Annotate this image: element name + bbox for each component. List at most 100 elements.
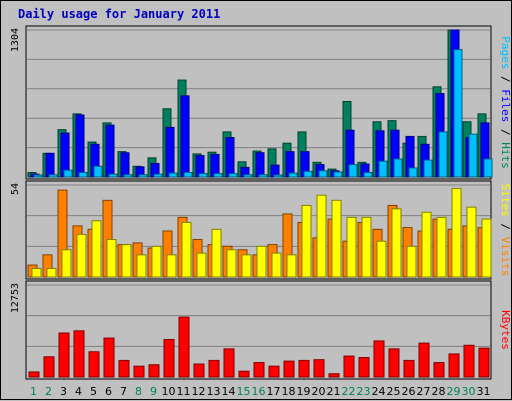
day-label-31: 31 <box>477 385 491 398</box>
day-label-20: 20 <box>312 385 326 398</box>
bar-hits-pages-day-20 <box>318 170 328 178</box>
bar-hits-pages-day-10 <box>168 172 178 178</box>
bar-visits-sites-day-27 <box>421 211 432 278</box>
bar-kbytes-kbytes-day-26 <box>403 359 415 378</box>
bar-visits-sites-day-10 <box>166 254 177 278</box>
bar-hits-files-day-11 <box>180 95 190 178</box>
day-label-7: 7 <box>120 385 127 398</box>
bar-hits-pages-day-30 <box>468 133 478 178</box>
y-max-label-visits: 54 <box>10 183 21 195</box>
bar-kbytes-kbytes-day-29 <box>448 353 460 378</box>
legend-item-kbytes: KBytes <box>499 310 512 350</box>
chart-title: Daily usage for January 2011 <box>18 7 221 21</box>
bar-visits-sites-day-4 <box>76 233 87 278</box>
bar-kbytes-kbytes-day-19 <box>298 359 310 378</box>
bar-visits-sites-day-15 <box>241 254 252 278</box>
bar-hits-files-day-10 <box>165 126 175 178</box>
bar-kbytes-kbytes-day-21 <box>328 373 340 378</box>
bar-visits-sites-day-12 <box>196 252 207 278</box>
bar-visits-sites-day-25 <box>391 208 402 278</box>
bar-hits-pages-day-11 <box>183 171 193 178</box>
legend-item-sites: Sites <box>499 184 512 217</box>
legend-hits: Pages / Files / Hits <box>499 36 512 169</box>
bar-visits-sites-day-22 <box>346 216 357 278</box>
bar-visits-sites-day-8 <box>136 254 147 278</box>
bar-visits-sites-day-29 <box>451 187 462 278</box>
y-max-label-hits: 1304 <box>10 28 21 52</box>
bar-kbytes-kbytes-day-2 <box>43 356 55 378</box>
bar-hits-pages-day-31 <box>483 158 493 178</box>
day-label-9: 9 <box>150 385 157 398</box>
bar-hits-pages-day-9 <box>153 173 163 178</box>
bar-kbytes-kbytes-day-10 <box>163 338 175 378</box>
day-label-23: 23 <box>357 385 371 398</box>
day-label-14: 14 <box>222 385 236 398</box>
bar-visits-sites-day-21 <box>331 199 342 278</box>
bar-kbytes-kbytes-day-15 <box>238 370 250 378</box>
bar-hits-pages-day-15 <box>243 174 253 178</box>
bar-visits-sites-day-3 <box>61 249 72 278</box>
bar-hits-files-day-4 <box>75 114 85 178</box>
bar-visits-sites-day-5 <box>91 220 102 278</box>
bar-hits-pages-day-22 <box>348 164 358 178</box>
bar-kbytes-kbytes-day-20 <box>313 359 325 378</box>
day-label-30: 30 <box>462 385 476 398</box>
bar-kbytes-kbytes-day-12 <box>193 363 205 378</box>
bar-kbytes-kbytes-day-31 <box>478 347 490 378</box>
bar-visits-sites-day-23 <box>361 216 372 278</box>
legend-item-visits: Visits <box>499 237 512 277</box>
day-label-25: 25 <box>387 385 401 398</box>
bar-kbytes-kbytes-day-9 <box>148 364 160 378</box>
day-label-19: 19 <box>297 385 311 398</box>
day-label-24: 24 <box>372 385 386 398</box>
bar-kbytes-kbytes-day-6 <box>103 337 115 378</box>
day-label-2: 2 <box>45 385 52 398</box>
bar-visits-sites-day-16 <box>256 245 267 278</box>
bar-visits-sites-day-28 <box>436 216 447 278</box>
bar-visits-sites-day-19 <box>301 204 312 278</box>
bar-kbytes-kbytes-day-11 <box>178 316 190 378</box>
bar-kbytes-kbytes-day-30 <box>463 344 475 378</box>
day-label-18: 18 <box>282 385 296 398</box>
bar-kbytes-kbytes-day-25 <box>388 348 400 378</box>
y-max-label-kbytes: 12753 <box>10 283 21 313</box>
bar-visits-sites-day-11 <box>181 221 192 278</box>
legend-separator: / <box>499 217 512 237</box>
bar-hits-pages-day-7 <box>123 174 133 178</box>
bar-visits-sites-day-31 <box>481 218 492 278</box>
legend-item-hits: Hits <box>499 142 512 169</box>
bar-visits-sites-day-26 <box>406 245 417 278</box>
legend-kbytes: KBytes <box>499 310 512 350</box>
bar-kbytes-kbytes-day-1 <box>28 371 40 378</box>
bar-hits-pages-day-24 <box>378 160 388 178</box>
bar-visits-sites-day-14 <box>226 249 237 278</box>
day-label-12: 12 <box>192 385 206 398</box>
bar-hits-pages-day-4 <box>78 171 88 178</box>
bar-visits-sites-day-2 <box>46 267 57 278</box>
day-label-10: 10 <box>162 385 176 398</box>
bar-visits-sites-day-30 <box>466 206 477 278</box>
bar-hits-pages-day-3 <box>63 169 73 178</box>
bar-hits-pages-day-13 <box>213 173 223 178</box>
bar-kbytes-kbytes-day-24 <box>373 340 385 378</box>
bar-hits-files-day-16 <box>255 152 265 178</box>
bar-hits-files-day-2 <box>45 152 55 178</box>
day-label-28: 28 <box>432 385 446 398</box>
bar-kbytes-kbytes-day-18 <box>283 360 295 378</box>
day-label-6: 6 <box>105 385 112 398</box>
bar-hits-pages-day-16 <box>258 174 268 178</box>
day-label-22: 22 <box>342 385 356 398</box>
legend-separator: / <box>499 122 512 142</box>
bar-hits-pages-day-26 <box>408 167 418 178</box>
bar-visits-sites-day-13 <box>211 228 222 278</box>
bar-kbytes-kbytes-day-28 <box>433 362 445 378</box>
bar-hits-pages-day-8 <box>138 174 148 178</box>
day-label-27: 27 <box>417 385 431 398</box>
bar-hits-pages-day-28 <box>438 131 448 178</box>
day-label-26: 26 <box>402 385 416 398</box>
bar-visits-sites-day-20 <box>316 194 327 278</box>
bar-kbytes-kbytes-day-8 <box>133 365 145 378</box>
day-label-21: 21 <box>327 385 341 398</box>
